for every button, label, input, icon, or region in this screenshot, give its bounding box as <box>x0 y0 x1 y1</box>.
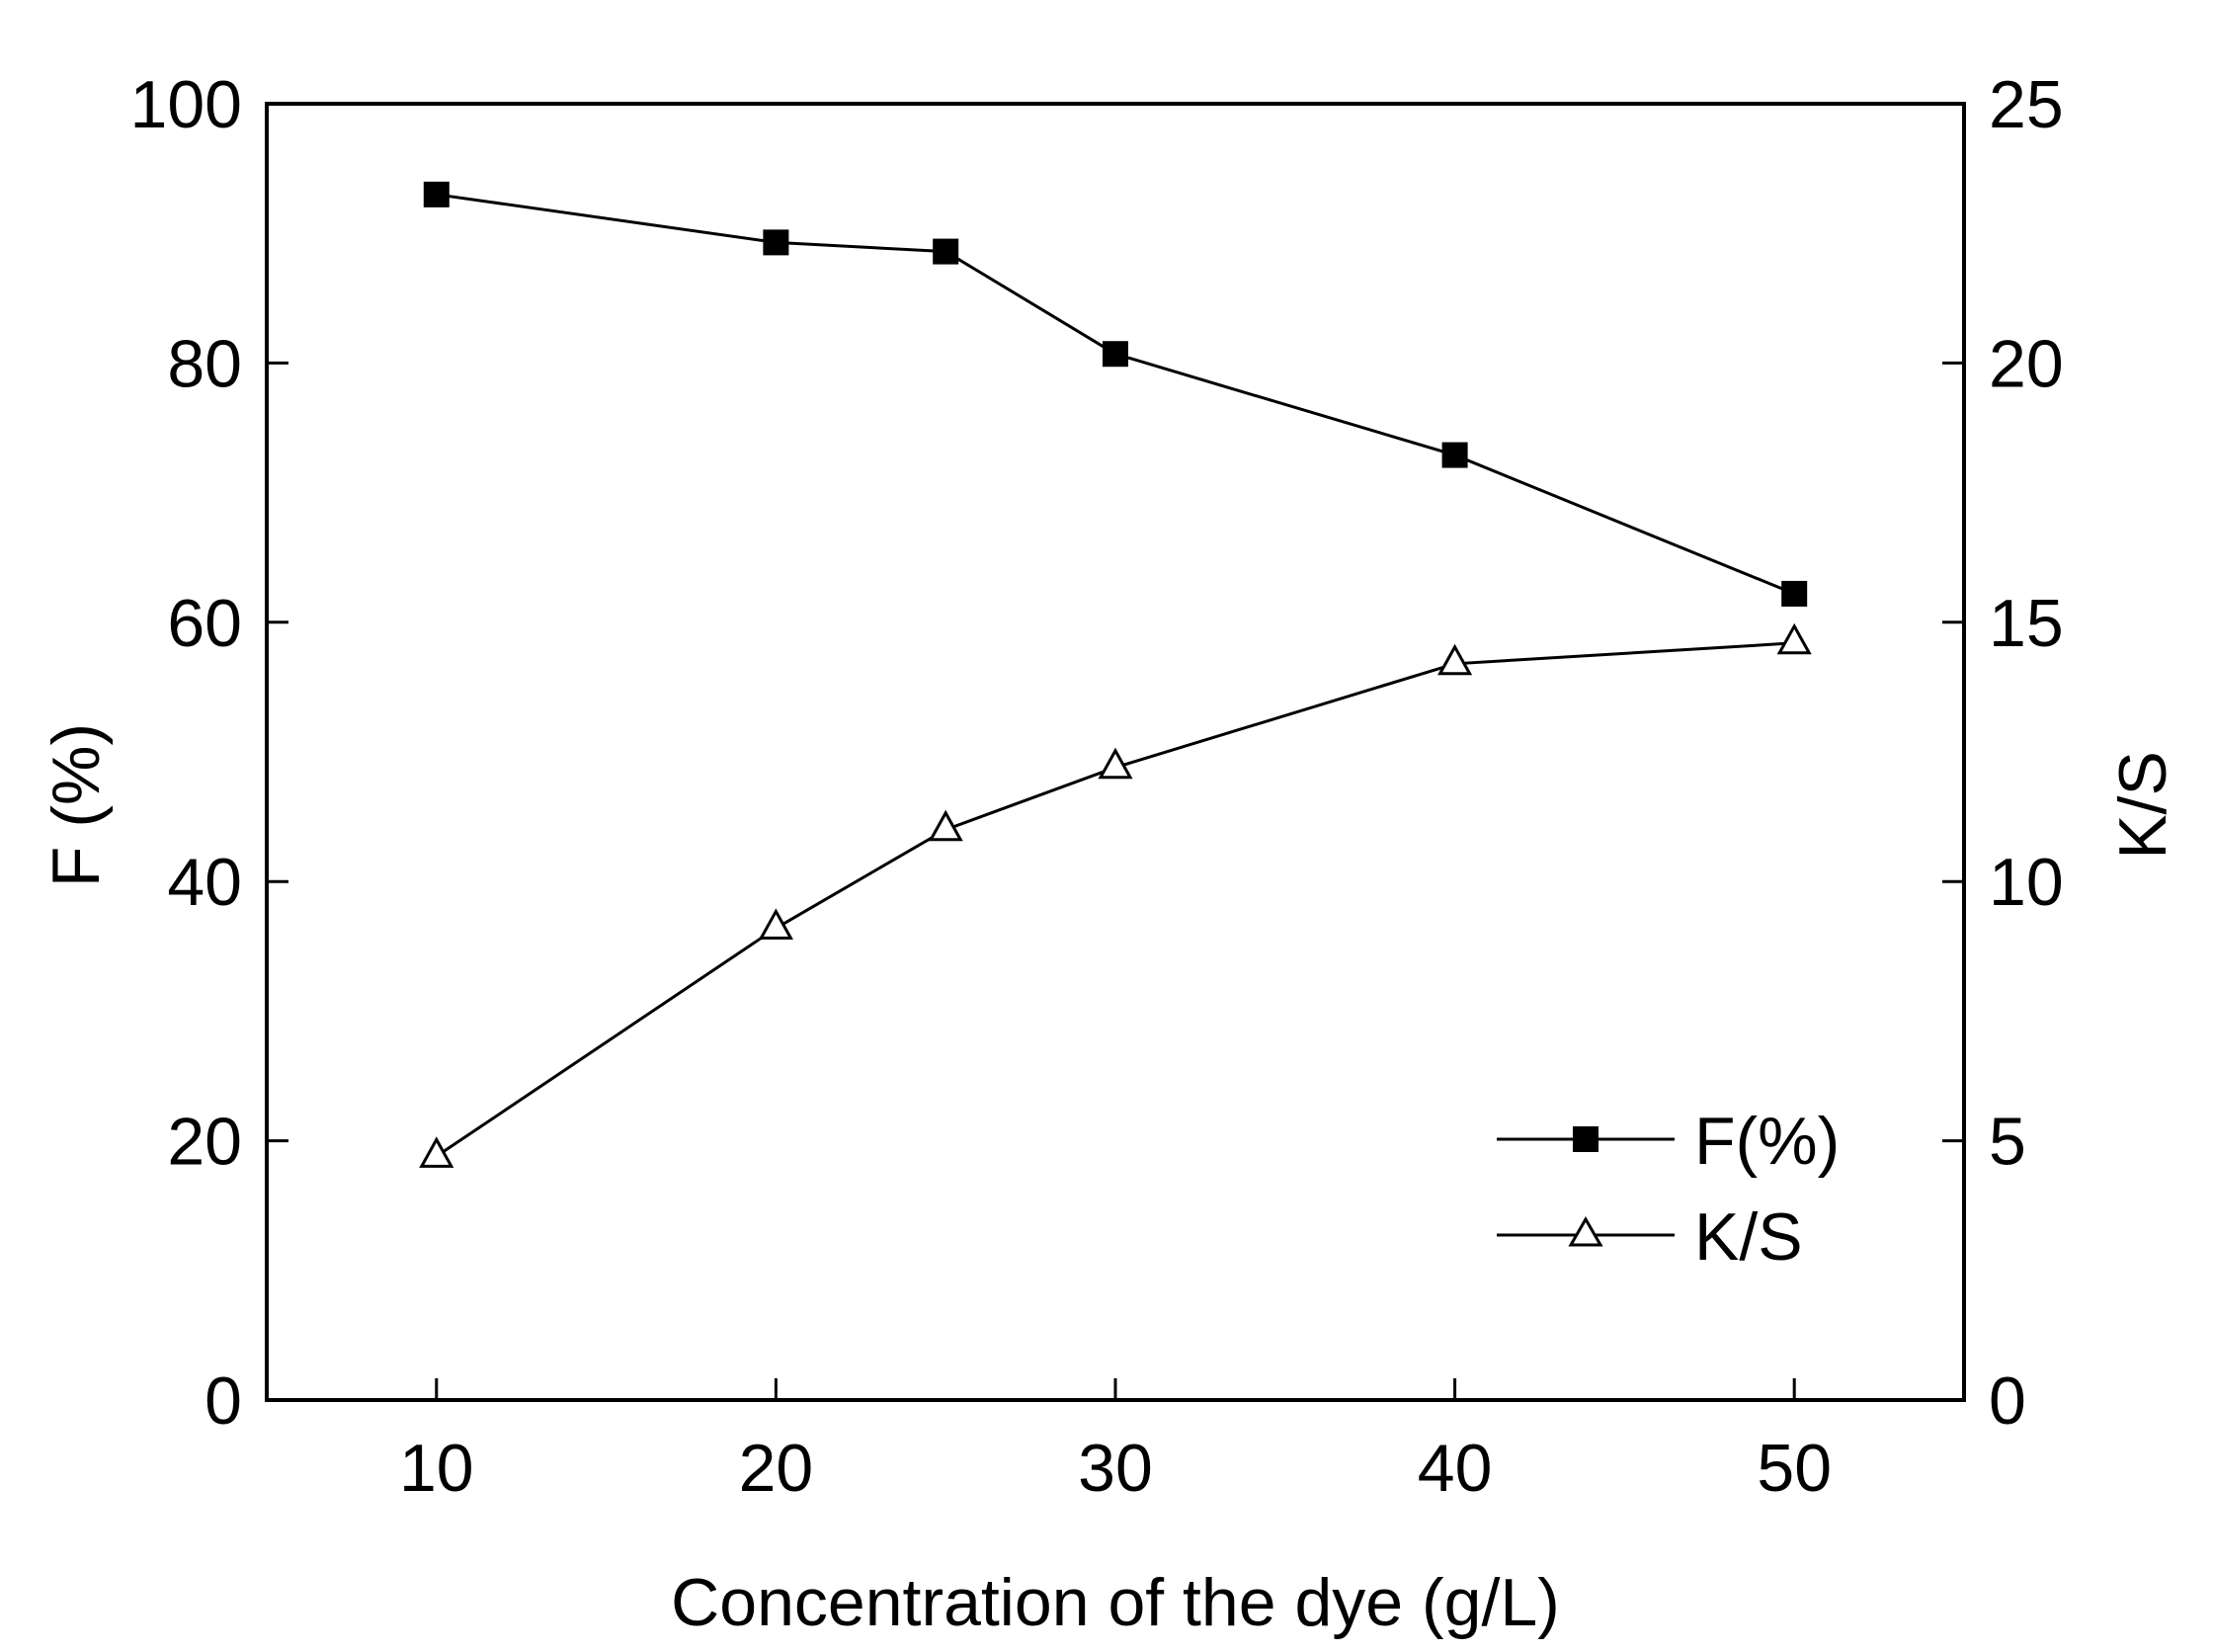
y-tick-label: 100 <box>130 67 242 142</box>
x-axis-ticks: 10 20 30 40 50 <box>399 1378 1832 1506</box>
x-tick-label: 30 <box>1078 1431 1153 1506</box>
left-axis-ticks: 0 20 40 60 80 100 <box>130 67 288 1439</box>
series-line-ks <box>435 641 1795 1158</box>
data-point-f <box>423 181 450 207</box>
data-point-f <box>763 229 789 256</box>
y-tick-label: 40 <box>167 845 242 920</box>
legend: F(%) K/S <box>1497 1104 1840 1275</box>
x-tick-label: 50 <box>1757 1431 1832 1506</box>
y-tick-label: 60 <box>167 586 242 661</box>
data-point-f <box>1441 442 1468 468</box>
y2-tick-label: 20 <box>1989 326 2064 401</box>
data-point-ks <box>1098 747 1133 780</box>
data-point-ks <box>1776 622 1812 655</box>
data-point-f <box>1103 341 1128 368</box>
y2-tick-label: 0 <box>1989 1363 2026 1439</box>
y2-tick-label: 10 <box>1989 845 2064 920</box>
legend-ks-marker <box>1568 1215 1603 1247</box>
data-point-ks <box>928 809 963 842</box>
y2-axis-title: K/S <box>2105 751 2180 860</box>
y2-tick-label: 25 <box>1989 67 2064 142</box>
series-line-f <box>436 193 1795 596</box>
x-tick-label: 40 <box>1418 1431 1493 1506</box>
y-axis-title: F (%) <box>39 723 114 887</box>
y2-tick-label: 5 <box>1989 1105 2026 1180</box>
right-axis-ticks: 0 5 10 15 20 25 <box>1942 67 2064 1439</box>
x-axis-title: Concentration of the dye (g/L) <box>671 1565 1560 1640</box>
y2-tick-label: 15 <box>1989 586 2064 661</box>
legend-ks-label: K/S <box>1694 1199 1803 1275</box>
data-point-f <box>1781 580 1808 607</box>
legend-f-marker <box>1573 1126 1598 1152</box>
data-point-ks <box>1437 643 1473 676</box>
y-tick-label: 20 <box>167 1105 242 1180</box>
data-point-f <box>933 238 959 265</box>
y-tick-label: 0 <box>205 1363 242 1439</box>
x-tick-label: 10 <box>399 1431 474 1506</box>
x-tick-label: 20 <box>739 1431 814 1506</box>
data-point-ks <box>758 908 793 940</box>
series-layer <box>419 181 1812 1168</box>
data-point-ks <box>419 1136 454 1168</box>
legend-f-label: F(%) <box>1694 1104 1840 1179</box>
y-tick-label: 80 <box>167 326 242 401</box>
